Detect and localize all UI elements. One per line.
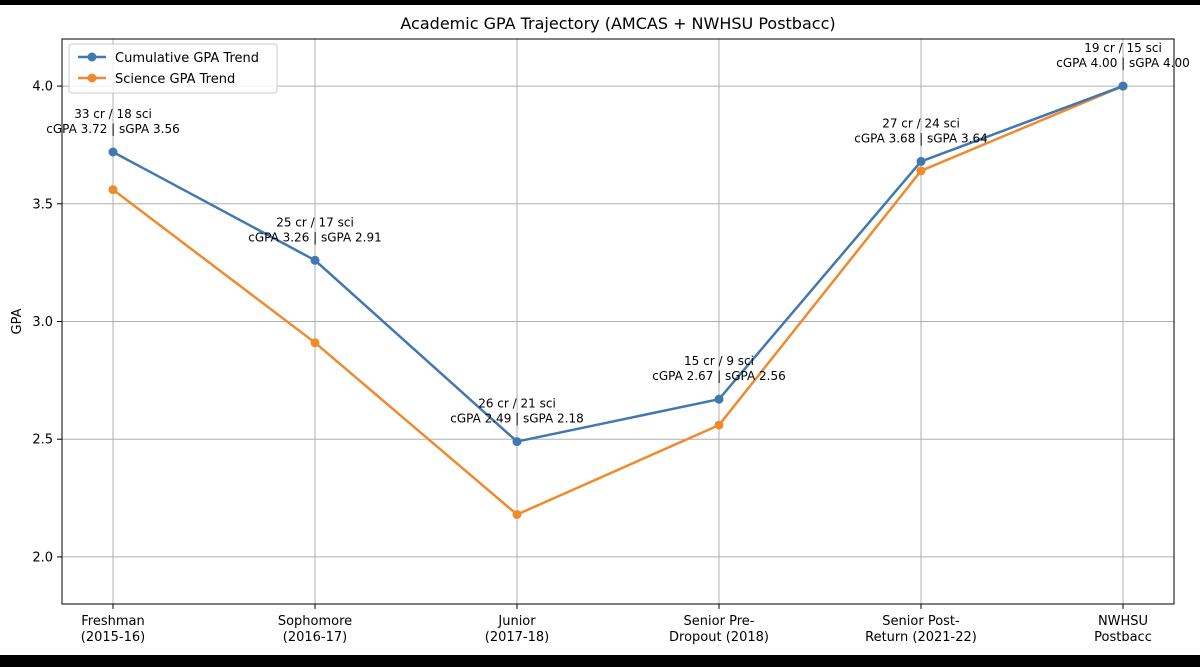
x-tick-label: Senior Post-: [882, 614, 960, 629]
series-lines: [108, 81, 1128, 520]
x-tick-label: Sophomore: [278, 614, 352, 629]
x-tick-label: (2017-18): [485, 630, 549, 645]
y-tick-label: 2.5: [32, 433, 53, 448]
data-point: [512, 510, 522, 520]
point-annotation: cGPA 3.26 | sGPA 2.91: [248, 230, 382, 244]
point-annotation: cGPA 4.00 | sGPA 4.00: [1056, 56, 1190, 70]
point-annotation: 19 cr / 15 sci: [1084, 41, 1162, 55]
data-point: [512, 437, 522, 447]
x-tick-label: Junior: [497, 614, 536, 629]
data-point: [310, 338, 320, 348]
data-point: [916, 166, 926, 176]
legend-swatch-marker: [87, 52, 97, 62]
y-axis-label: GPA: [10, 308, 25, 334]
point-annotation: 26 cr / 21 sci: [478, 397, 556, 411]
point-annotation: cGPA 3.68 | sGPA 3.64: [854, 131, 988, 145]
x-tick-label: Postbacc: [1094, 630, 1152, 645]
point-annotation: cGPA 3.72 | sGPA 3.56: [46, 122, 180, 136]
point-annotation: 25 cr / 17 sci: [276, 215, 354, 229]
axis-ticks: 2.0 2.5 3.0 3.5 4.0 Freshman(2015-16) Sophomor…: [32, 80, 1152, 645]
data-point: [916, 156, 926, 166]
data-point: [1118, 81, 1128, 91]
x-tick-label: Return (2021-22): [865, 630, 977, 645]
y-tick-label: 3.5: [32, 197, 53, 212]
series-0: [108, 81, 1128, 447]
series-line: [112, 84, 1124, 443]
chart-title: Academic GPA Trajectory (AMCAS + NWHSU P…: [400, 14, 835, 33]
legend-box: [68, 43, 278, 94]
y-tick-label: 4.0: [32, 80, 53, 95]
y-tick-label: 2.0: [32, 550, 53, 565]
point-annotation: cGPA 2.67 | sGPA 2.56: [652, 369, 786, 383]
legend: Cumulative GPA Trend Science GPA Trend: [68, 43, 278, 94]
x-tick-label: Senior Pre-: [684, 614, 755, 629]
x-tick-label: Freshman: [81, 614, 144, 629]
series-1: [108, 81, 1128, 520]
x-tick-label: NWHSU: [1098, 614, 1148, 629]
data-point: [108, 147, 118, 157]
x-tick-label: Dropout (2018): [669, 630, 769, 645]
top-frame-bar: [0, 0, 1200, 5]
point-annotation: 15 cr / 9 sci: [684, 354, 754, 368]
y-tick-label: 3.0: [32, 315, 53, 330]
point-annotation: 27 cr / 24 sci: [882, 116, 960, 130]
x-tick-label: (2016-17): [283, 630, 347, 645]
legend-label: Cumulative GPA Trend: [115, 51, 259, 66]
data-point: [714, 420, 724, 430]
data-point: [714, 394, 724, 404]
data-point: [310, 255, 320, 265]
x-tick-label: (2015-16): [81, 630, 145, 645]
point-annotation: 33 cr / 18 sci: [74, 107, 152, 121]
data-point: [108, 185, 118, 195]
series-line: [112, 84, 1124, 516]
point-annotation: cGPA 2.49 | sGPA 2.18: [450, 412, 584, 426]
legend-label: Science GPA Trend: [115, 72, 235, 87]
bottom-frame-bar: [0, 655, 1200, 667]
grid-lines: [62, 39, 1174, 604]
legend-swatch-marker: [87, 73, 97, 83]
